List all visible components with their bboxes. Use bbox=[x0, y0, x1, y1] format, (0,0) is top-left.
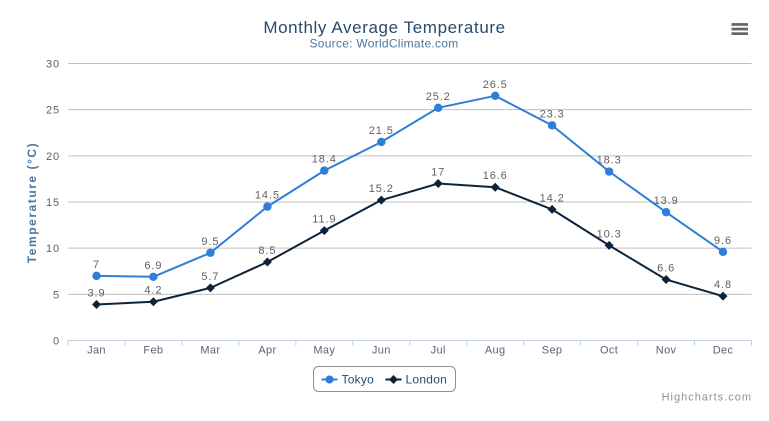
svg-text:Jun: Jun bbox=[372, 345, 391, 357]
svg-text:4.2: 4.2 bbox=[144, 285, 162, 297]
svg-text:Monthly Average Temperature: Monthly Average Temperature bbox=[263, 18, 505, 37]
svg-text:Mar: Mar bbox=[200, 345, 220, 357]
svg-text:8.5: 8.5 bbox=[258, 245, 276, 257]
svg-text:Source: WorldClimate.com: Source: WorldClimate.com bbox=[310, 37, 459, 51]
svg-text:Tokyo: Tokyo bbox=[342, 373, 375, 387]
svg-text:0: 0 bbox=[53, 336, 60, 348]
svg-text:3.9: 3.9 bbox=[88, 287, 106, 299]
svg-text:Dec: Dec bbox=[713, 345, 734, 357]
svg-text:14.5: 14.5 bbox=[255, 190, 280, 202]
svg-text:30: 30 bbox=[46, 59, 60, 71]
svg-text:Oct: Oct bbox=[600, 345, 618, 357]
svg-text:23.3: 23.3 bbox=[540, 108, 565, 120]
svg-text:4.8: 4.8 bbox=[714, 279, 732, 291]
svg-text:18.4: 18.4 bbox=[312, 154, 337, 166]
svg-text:5.7: 5.7 bbox=[201, 271, 219, 283]
svg-text:Nov: Nov bbox=[656, 345, 677, 357]
svg-text:10.3: 10.3 bbox=[597, 228, 622, 240]
svg-text:14.2: 14.2 bbox=[540, 192, 565, 204]
svg-text:6.9: 6.9 bbox=[144, 260, 162, 272]
svg-text:5: 5 bbox=[53, 289, 60, 301]
svg-text:Feb: Feb bbox=[143, 345, 163, 357]
svg-text:25.2: 25.2 bbox=[426, 91, 451, 103]
svg-text:26.5: 26.5 bbox=[483, 79, 508, 91]
svg-text:Aug: Aug bbox=[485, 345, 506, 357]
svg-text:15: 15 bbox=[46, 197, 60, 209]
svg-text:15.2: 15.2 bbox=[369, 183, 394, 195]
svg-text:10: 10 bbox=[46, 243, 60, 255]
svg-text:16.6: 16.6 bbox=[483, 170, 508, 182]
svg-text:Apr: Apr bbox=[258, 345, 276, 357]
svg-text:Jan: Jan bbox=[87, 345, 106, 357]
svg-text:7: 7 bbox=[93, 259, 100, 271]
svg-text:11.9: 11.9 bbox=[312, 214, 336, 226]
svg-text:May: May bbox=[313, 345, 335, 357]
svg-text:Jul: Jul bbox=[431, 345, 446, 357]
svg-text:17: 17 bbox=[431, 167, 445, 179]
svg-text:Temperature (°C): Temperature (°C) bbox=[25, 142, 39, 263]
svg-text:20: 20 bbox=[46, 151, 60, 163]
svg-text:21.5: 21.5 bbox=[369, 125, 394, 137]
svg-text:London: London bbox=[406, 373, 448, 387]
svg-text:Sep: Sep bbox=[542, 345, 563, 357]
svg-text:9.5: 9.5 bbox=[201, 236, 219, 248]
svg-text:18.3: 18.3 bbox=[597, 155, 622, 167]
svg-text:25: 25 bbox=[46, 105, 60, 117]
svg-text:6.6: 6.6 bbox=[657, 263, 675, 275]
svg-text:Highcharts.com: Highcharts.com bbox=[662, 392, 752, 404]
svg-text:9.6: 9.6 bbox=[714, 235, 732, 247]
svg-text:13.9: 13.9 bbox=[654, 195, 679, 207]
